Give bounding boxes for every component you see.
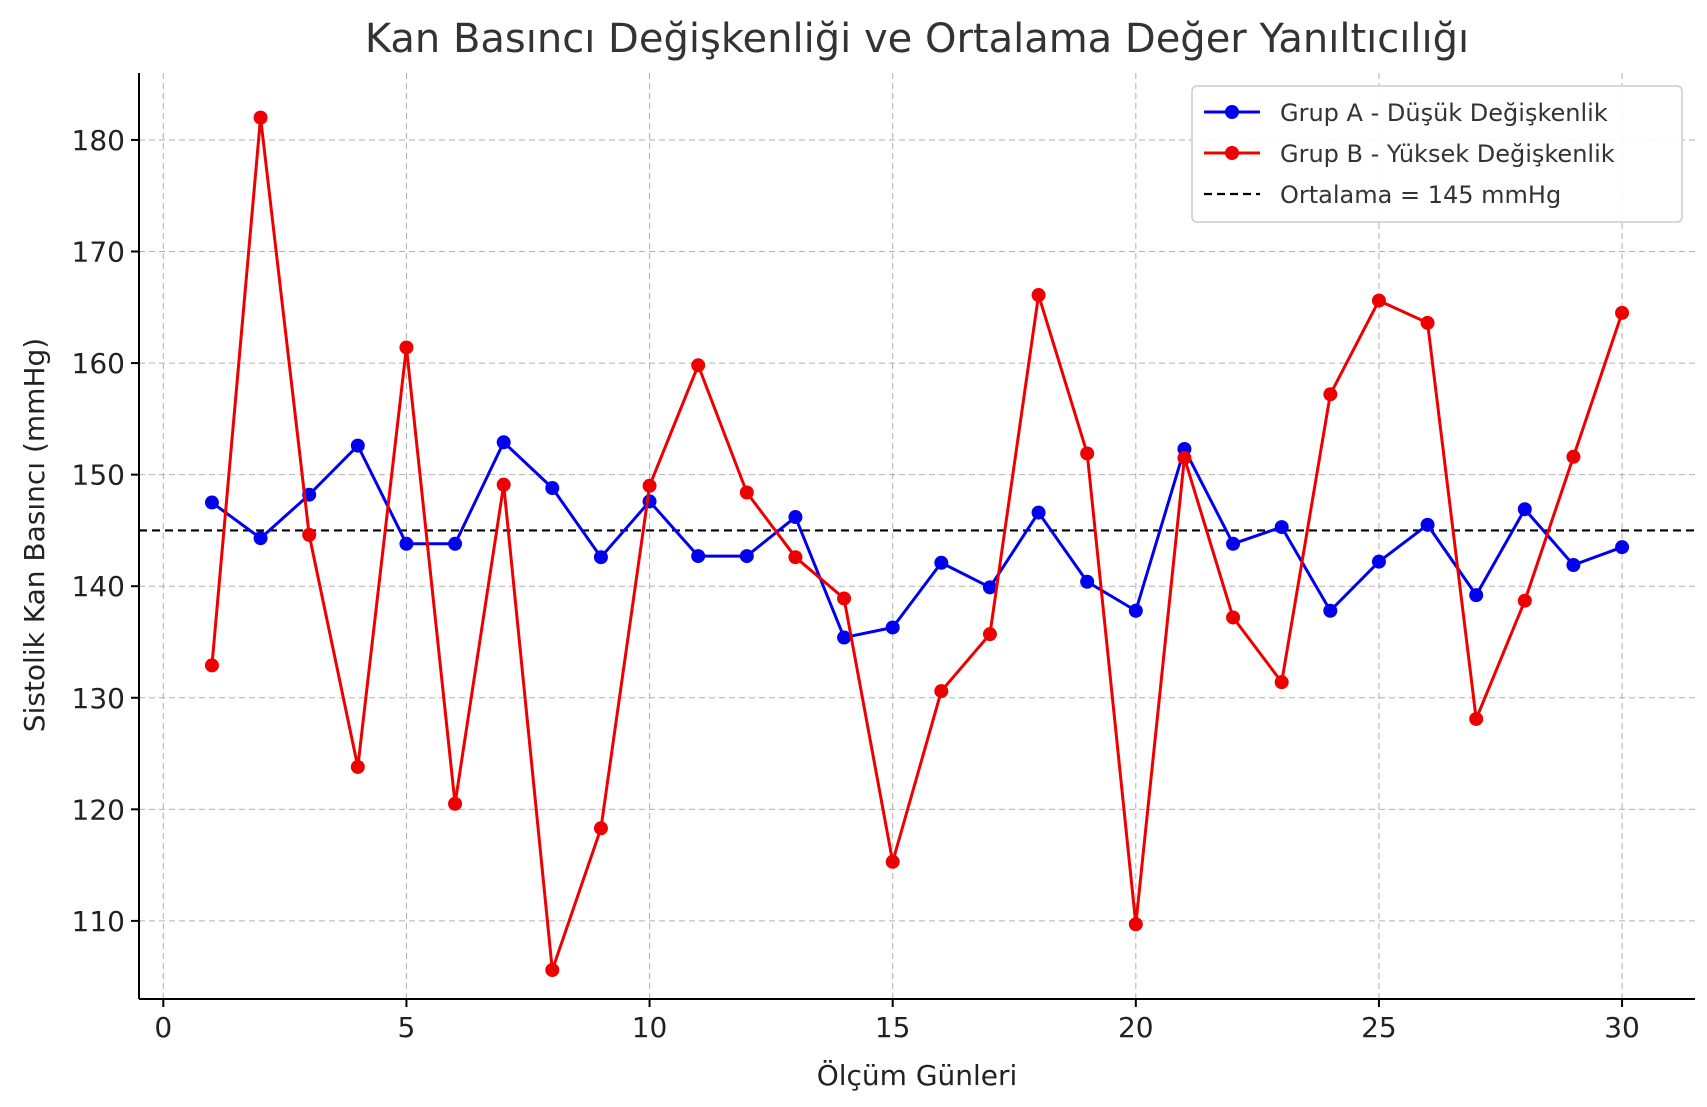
data-point [1128, 603, 1143, 618]
data-point [739, 485, 754, 500]
data-point [1469, 711, 1484, 726]
data-point [496, 435, 511, 450]
series-line [211, 440, 1623, 640]
data-point [1420, 517, 1435, 532]
data-point [350, 438, 365, 453]
data-point [1469, 588, 1484, 603]
x-tick-label: 20 [1118, 1011, 1154, 1044]
series-group-b [204, 110, 1630, 977]
data-point [1615, 305, 1630, 320]
data-point [982, 580, 997, 595]
data-point [448, 796, 463, 811]
data-point [399, 536, 414, 551]
data-point [545, 481, 560, 496]
data-point [1274, 520, 1289, 535]
data-point [1420, 315, 1435, 330]
data-point [302, 527, 317, 542]
axes-layer [138, 73, 1695, 1000]
data-point [885, 620, 900, 635]
y-tick-label: 110 [72, 905, 125, 938]
data-point [1615, 540, 1630, 555]
data-point [982, 627, 997, 642]
data-point [691, 358, 706, 373]
series-line [210, 116, 1624, 972]
legend-entry: Ortalama = 145 mmHg [1204, 181, 1561, 209]
x-axis-label: Ölçüm Günleri [817, 1058, 1018, 1092]
data-point [788, 510, 803, 525]
data-point [1371, 554, 1386, 569]
legend: Grup A - Düşük Değişkenlik Grup B - Yükse… [1191, 85, 1683, 223]
chart-title: Kan Basıncı Değişkenliği ve Ortalama Değ… [365, 16, 1469, 62]
data-point [1226, 610, 1241, 625]
data-point [934, 555, 949, 570]
legend-label: Grup A - Düşük Değişkenlik [1280, 99, 1608, 127]
x-tick-label: 15 [875, 1011, 911, 1044]
ticks-layer: 0 5 10 15 20 25 30 110 120 130 140 150 160 170 180 [72, 124, 1640, 1044]
x-tick-label: 5 [398, 1011, 416, 1044]
data-point [1177, 450, 1192, 465]
data-point [204, 495, 219, 510]
data-point [1323, 603, 1338, 618]
data-point [837, 591, 852, 606]
grid-layer [139, 73, 1695, 999]
data-point [1371, 293, 1386, 308]
y-tick-label: 130 [72, 682, 125, 715]
data-point [1517, 502, 1532, 517]
data-point [1080, 574, 1095, 589]
series-layer [204, 110, 1630, 977]
data-point [837, 630, 852, 645]
data-point [1128, 917, 1143, 932]
data-point [642, 478, 657, 493]
legend-marker [1225, 146, 1239, 160]
data-point [496, 477, 511, 492]
data-point [593, 821, 608, 836]
data-point [1566, 449, 1581, 464]
data-point [642, 494, 657, 509]
y-tick-label: 150 [72, 459, 125, 492]
data-point [1566, 558, 1581, 573]
data-point [545, 962, 560, 977]
data-point [1517, 593, 1532, 608]
data-point [1031, 288, 1046, 303]
y-tick-label: 170 [72, 236, 125, 269]
data-point [448, 536, 463, 551]
data-point [593, 550, 608, 565]
data-point [1080, 446, 1095, 461]
data-point [1274, 675, 1289, 690]
data-point [1226, 536, 1241, 551]
legend-entry: Grup B - Yüksek Değişkenlik [1204, 140, 1615, 168]
data-point [399, 340, 414, 355]
legend-box [1191, 85, 1683, 223]
x-tick-label: 0 [154, 1011, 172, 1044]
data-point [253, 531, 268, 546]
data-point [253, 110, 268, 125]
legend-label: Grup B - Yüksek Değişkenlik [1280, 140, 1615, 168]
y-axis-label: Sistolik Kan Basıncı (mmHg) [18, 338, 51, 732]
y-tick-label: 140 [72, 570, 125, 603]
legend-marker [1225, 105, 1239, 119]
data-point [885, 854, 900, 869]
data-point [350, 759, 365, 774]
y-tick-label: 120 [72, 793, 125, 826]
x-tick-label: 30 [1604, 1011, 1640, 1044]
legend-label: Ortalama = 145 mmHg [1280, 181, 1561, 209]
data-point [934, 684, 949, 699]
data-point [739, 549, 754, 564]
data-point [1031, 505, 1046, 520]
x-tick-label: 25 [1361, 1011, 1397, 1044]
y-tick-label: 160 [72, 347, 125, 380]
data-point [204, 658, 219, 673]
data-point [788, 550, 803, 565]
y-tick-label: 180 [72, 124, 125, 157]
legend-entry: Grup A - Düşük Değişkenlik [1204, 99, 1608, 127]
x-tick-label: 10 [632, 1011, 668, 1044]
data-point [691, 549, 706, 564]
data-point [1323, 387, 1338, 402]
